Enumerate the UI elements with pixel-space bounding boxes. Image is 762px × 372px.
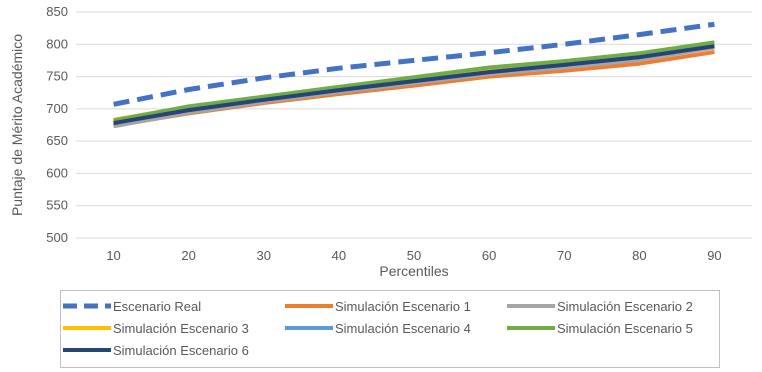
legend-swatch <box>507 326 555 330</box>
x-tick-label: 40 <box>332 248 346 263</box>
series-line-6 <box>113 40 715 123</box>
legend-item: Simulación Escenario 2 <box>505 297 719 315</box>
y-tick-label: 700 <box>46 101 68 116</box>
legend-label: Simulación Escenario 3 <box>113 320 249 336</box>
legend-item: Simulación Escenario 5 <box>505 319 719 337</box>
legend-swatch <box>285 304 333 308</box>
series-line-1 <box>113 21 715 107</box>
y-tick-label: 550 <box>46 198 68 213</box>
legend-item: Simulación Escenario 1 <box>283 297 505 315</box>
legend-item: Escenario Real <box>61 297 283 315</box>
legend-item: Simulación Escenario 4 <box>283 319 505 337</box>
legend-item: Simulación Escenario 3 <box>61 319 283 337</box>
legend-swatch <box>63 303 111 309</box>
x-tick-label: 50 <box>407 248 421 263</box>
gridlines <box>76 11 752 239</box>
y-tick-label: 850 <box>46 4 68 19</box>
legend-swatch <box>507 304 555 308</box>
x-tick-label: 10 <box>106 248 120 263</box>
x-tick-label: 70 <box>557 248 571 263</box>
legend-label: Simulación Escenario 2 <box>557 298 693 314</box>
chart-legend: Escenario Real Simulación Escenario 1 Simu… <box>60 290 720 368</box>
legend-swatch <box>285 326 333 330</box>
series-line-7 <box>113 44 715 126</box>
x-tick-label: 20 <box>181 248 195 263</box>
legend-label: Simulación Escenario 1 <box>335 298 471 314</box>
legend-label: Simulación Escenario 5 <box>557 320 693 336</box>
legend-label: Escenario Real <box>113 298 202 314</box>
legend-item: Simulación Escenario 6 <box>61 341 283 359</box>
y-axis-ticks: 500 550 600 650 700 750 800 850 <box>46 4 68 245</box>
y-tick-label: 500 <box>46 230 68 245</box>
legend-swatch <box>63 348 111 352</box>
legend-label: Simulación Escenario 4 <box>335 320 471 336</box>
x-axis-title: Percentiles <box>379 263 448 279</box>
y-tick-label: 650 <box>46 133 68 148</box>
x-tick-label: 80 <box>632 248 646 263</box>
legend-swatch <box>63 326 111 330</box>
y-tick-label: 750 <box>46 69 68 84</box>
line-chart: 500 550 600 650 700 750 800 850 10 20 30 40 50 60 70 8… <box>9 4 752 279</box>
y-tick-label: 600 <box>46 165 68 180</box>
x-tick-label: 60 <box>482 248 496 263</box>
x-tick-label: 30 <box>257 248 271 263</box>
x-axis-ticks: 10 20 30 40 50 60 70 80 90 <box>106 248 721 263</box>
y-axis-title: Puntaje de Mérito Académico <box>9 34 25 216</box>
x-tick-label: 90 <box>707 248 721 263</box>
legend-label: Simulación Escenario 6 <box>113 342 249 358</box>
series-lines <box>113 21 715 129</box>
chart-canvas: 500 550 600 650 700 750 800 850 10 20 30 40 50 60 70 8… <box>9 4 752 279</box>
y-tick-label: 800 <box>46 36 68 51</box>
